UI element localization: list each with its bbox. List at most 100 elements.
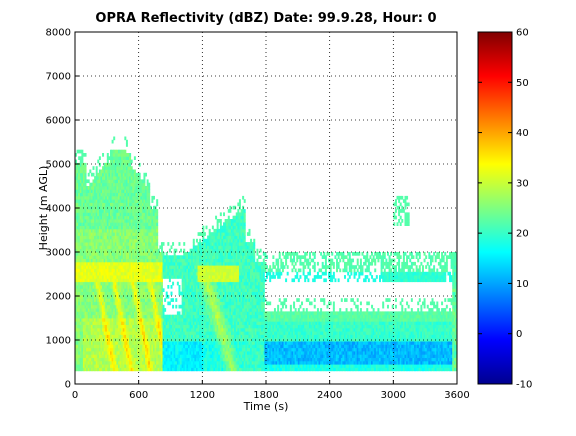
heat-cell bbox=[202, 271, 205, 276]
heat-cell bbox=[159, 258, 162, 263]
heat-cell bbox=[199, 360, 202, 365]
heat-cell bbox=[133, 261, 136, 266]
heat-cell bbox=[221, 308, 224, 312]
heat-cell bbox=[102, 360, 105, 365]
heat-cell bbox=[213, 321, 216, 325]
heat-cell bbox=[130, 248, 133, 253]
heat-cell bbox=[137, 354, 140, 358]
heat-cell bbox=[86, 248, 89, 253]
heat-cell bbox=[122, 354, 125, 358]
heat-cell bbox=[82, 238, 85, 243]
heat-cell bbox=[100, 176, 103, 180]
heat-cell bbox=[227, 242, 230, 246]
heat-cell bbox=[119, 149, 122, 154]
heat-cell bbox=[103, 318, 106, 322]
heat-cell bbox=[202, 351, 205, 355]
heat-cell bbox=[108, 258, 111, 263]
heat-cell bbox=[94, 225, 97, 230]
heat-cell bbox=[218, 331, 221, 335]
heat-cell bbox=[98, 258, 101, 263]
heat-cell bbox=[149, 228, 152, 233]
heat-cell bbox=[111, 255, 114, 259]
heat-cell bbox=[138, 232, 141, 236]
heat-cell bbox=[94, 304, 97, 309]
heat-cell bbox=[216, 331, 219, 335]
heat-cell bbox=[78, 318, 81, 322]
heat-cell bbox=[87, 314, 90, 319]
heat-cell bbox=[172, 265, 175, 269]
heat-cell bbox=[149, 225, 152, 230]
heat-cell bbox=[124, 318, 127, 322]
heat-cell bbox=[194, 268, 197, 273]
heat-cell bbox=[129, 311, 132, 316]
heat-cell bbox=[135, 232, 138, 236]
heat-cell bbox=[102, 228, 105, 233]
heat-cell bbox=[135, 192, 138, 197]
heat-cell bbox=[192, 344, 195, 349]
heat-cell bbox=[76, 311, 79, 316]
heat-cell bbox=[98, 261, 101, 266]
heat-cell bbox=[90, 367, 93, 372]
heat-cell bbox=[151, 321, 154, 325]
heat-cell bbox=[224, 255, 227, 259]
heat-cell bbox=[125, 258, 128, 263]
heat-cell bbox=[102, 324, 105, 329]
heat-cell bbox=[226, 334, 229, 339]
heat-cell bbox=[210, 294, 213, 299]
heat-cell bbox=[75, 281, 77, 286]
heat-cell bbox=[119, 215, 122, 220]
heat-cell bbox=[170, 367, 173, 372]
heat-cell bbox=[176, 360, 179, 365]
heat-cell bbox=[208, 354, 211, 358]
heat-cell bbox=[226, 275, 229, 279]
heat-cell bbox=[157, 271, 160, 276]
heat-cell bbox=[114, 271, 117, 276]
heat-cell bbox=[223, 275, 226, 279]
heat-cell bbox=[95, 182, 98, 187]
heat-cell bbox=[148, 235, 151, 240]
heat-cell bbox=[76, 235, 79, 240]
heat-cell bbox=[170, 351, 173, 355]
heat-cell bbox=[226, 265, 229, 269]
heat-cell bbox=[105, 212, 108, 217]
heat-cell bbox=[183, 341, 186, 345]
heat-cell bbox=[138, 189, 141, 193]
heat-cell bbox=[87, 252, 90, 256]
heat-cell bbox=[92, 357, 95, 362]
heat-cell bbox=[216, 337, 219, 342]
heat-cell bbox=[117, 318, 120, 322]
heat-cell bbox=[108, 304, 111, 309]
heat-cell bbox=[215, 258, 218, 263]
heat-cell bbox=[151, 275, 154, 279]
heat-cell bbox=[165, 347, 168, 352]
heat-cell bbox=[76, 232, 79, 236]
heat-cell bbox=[121, 186, 124, 190]
heat-cell bbox=[229, 248, 232, 253]
heat-cell bbox=[226, 327, 229, 332]
heat-cell bbox=[89, 209, 92, 213]
heat-cell bbox=[160, 354, 163, 358]
heat-cell bbox=[79, 222, 82, 226]
heat-cell bbox=[197, 301, 200, 306]
heat-cell bbox=[90, 304, 93, 309]
heat-cell bbox=[135, 271, 138, 276]
heat-cell bbox=[106, 308, 109, 312]
heat-cell bbox=[137, 238, 140, 243]
heat-cell bbox=[227, 238, 230, 243]
heat-cell bbox=[76, 176, 79, 180]
heat-cell bbox=[160, 331, 163, 335]
heat-cell bbox=[167, 242, 170, 246]
heat-cell bbox=[195, 275, 198, 279]
heat-cell bbox=[82, 261, 85, 266]
heat-cell bbox=[98, 308, 101, 312]
heat-cell bbox=[84, 275, 87, 279]
heat-cell bbox=[125, 189, 128, 193]
heat-cell bbox=[230, 222, 233, 226]
heat-cell bbox=[172, 314, 175, 319]
heat-cell bbox=[94, 265, 97, 269]
heat-cell bbox=[87, 268, 90, 273]
heat-cell bbox=[156, 334, 159, 339]
heat-cell bbox=[143, 245, 146, 250]
heat-cell bbox=[154, 331, 157, 335]
heat-cell bbox=[92, 238, 95, 243]
